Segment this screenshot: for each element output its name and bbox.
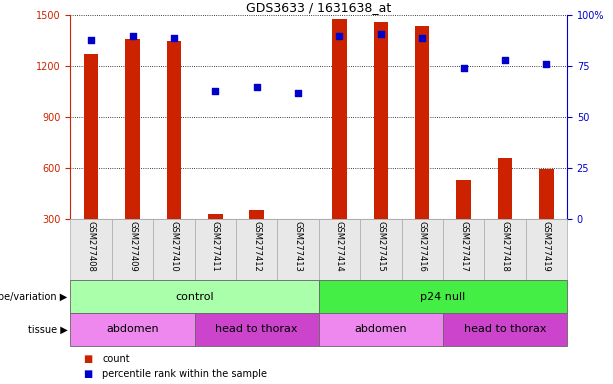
Bar	[456, 180, 471, 219]
Text: GSM277419: GSM277419	[542, 221, 551, 271]
Text: head to thorax: head to thorax	[463, 324, 546, 334]
Point	[459, 65, 468, 71]
Bar	[319, 280, 567, 313]
Text: tissue ▶: tissue ▶	[28, 324, 67, 334]
Text: percentile rank within the sample: percentile rank within the sample	[102, 369, 267, 379]
Text: ■: ■	[83, 369, 92, 379]
Bar	[319, 219, 360, 280]
Text: GSM277416: GSM277416	[417, 221, 427, 271]
Bar	[443, 219, 484, 280]
Bar	[208, 214, 223, 219]
Text: GSM277409: GSM277409	[128, 221, 137, 271]
Title: GDS3633 / 1631638_at: GDS3633 / 1631638_at	[246, 1, 391, 14]
Point	[169, 35, 179, 41]
Text: GSM277418: GSM277418	[500, 221, 509, 271]
Text: GSM277408: GSM277408	[86, 221, 96, 271]
Bar	[167, 41, 181, 219]
Text: GSM277414: GSM277414	[335, 221, 344, 271]
Bar	[277, 219, 319, 280]
Point	[541, 61, 551, 67]
Point	[210, 88, 220, 94]
Bar	[539, 169, 554, 219]
Bar	[153, 219, 195, 280]
Bar	[195, 219, 236, 280]
Point	[293, 89, 303, 96]
Bar	[84, 55, 99, 219]
Bar	[70, 280, 319, 313]
Point	[335, 33, 345, 39]
Text: ■: ■	[83, 354, 92, 364]
Text: p24 null: p24 null	[421, 291, 465, 302]
Text: GSM277411: GSM277411	[211, 221, 220, 271]
Bar	[112, 219, 153, 280]
Bar	[498, 158, 512, 219]
Point	[500, 57, 510, 63]
Text: GSM277410: GSM277410	[169, 221, 178, 271]
Bar	[373, 22, 388, 219]
Text: GSM277412: GSM277412	[252, 221, 261, 271]
Bar	[236, 219, 277, 280]
Bar	[291, 219, 305, 222]
Point	[252, 84, 262, 90]
Point	[128, 33, 137, 39]
Bar	[332, 19, 347, 219]
Point	[376, 31, 386, 37]
Bar	[443, 313, 567, 346]
Text: head to thorax: head to thorax	[215, 324, 298, 334]
Text: control: control	[175, 291, 214, 302]
Text: count: count	[102, 354, 130, 364]
Text: GSM277415: GSM277415	[376, 221, 386, 271]
Bar	[360, 219, 402, 280]
Text: abdomen: abdomen	[106, 324, 159, 334]
Bar	[526, 219, 567, 280]
Text: genotype/variation ▶: genotype/variation ▶	[0, 291, 67, 302]
Bar	[319, 313, 443, 346]
Bar	[195, 313, 319, 346]
Bar	[249, 210, 264, 219]
Bar	[70, 313, 195, 346]
Bar	[402, 219, 443, 280]
Bar	[415, 25, 430, 219]
Text: GSM277417: GSM277417	[459, 221, 468, 271]
Text: GSM277413: GSM277413	[294, 221, 303, 271]
Bar	[70, 219, 112, 280]
Point	[417, 35, 427, 41]
Text: abdomen: abdomen	[354, 324, 407, 334]
Bar	[484, 219, 525, 280]
Bar	[125, 39, 140, 219]
Point	[86, 37, 96, 43]
